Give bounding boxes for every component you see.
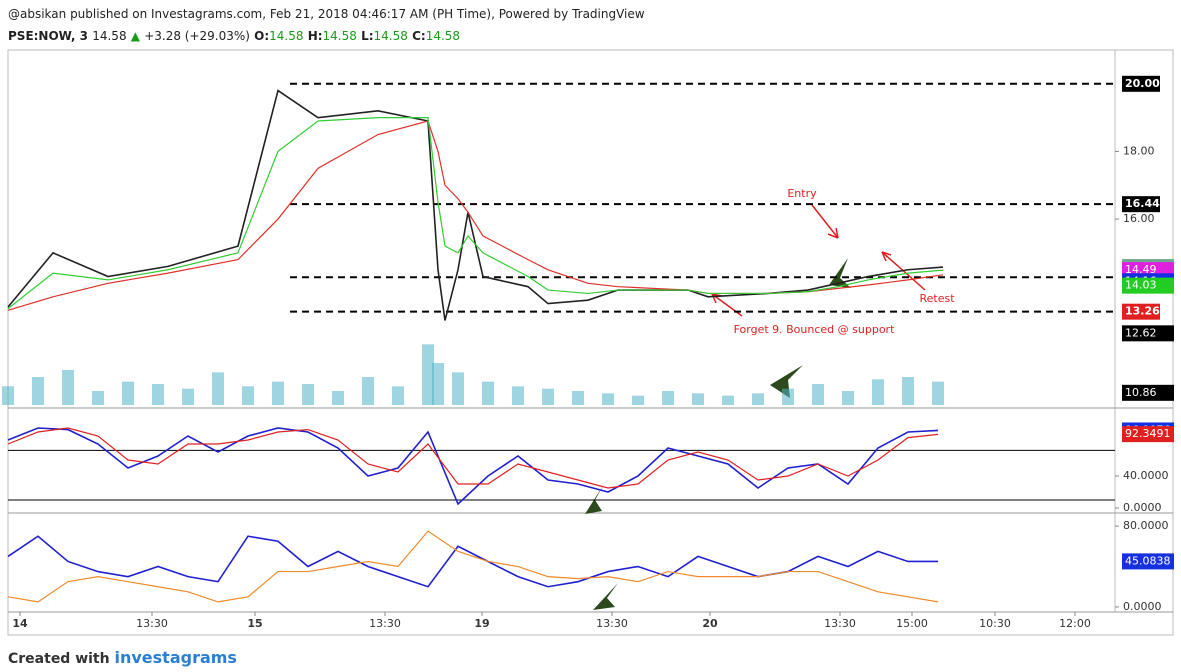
volume-bar	[92, 391, 104, 405]
volume-bar	[662, 391, 674, 405]
volume-bar	[542, 388, 554, 405]
volume-bar	[872, 379, 884, 405]
volume-bar	[2, 386, 14, 405]
series-line	[7, 120, 944, 311]
publish-info: @absikan published on Investagrams.com, …	[8, 7, 645, 21]
price-tag	[1122, 277, 1174, 294]
chart: 18.0016.006.0020.0016.4414.2813.2614.581…	[2, 49, 1174, 636]
price-tag-label: 14.03	[1125, 279, 1157, 292]
volume-bar	[812, 384, 824, 405]
volume-bar	[432, 363, 444, 405]
footer-text: Created with	[8, 651, 110, 667]
footer: Created with investagrams	[8, 648, 237, 667]
level-tag	[1122, 196, 1160, 213]
y-tick-label: 0.0000	[1123, 501, 1162, 514]
open: 14.58	[269, 29, 304, 43]
volume-bar	[422, 344, 434, 405]
volume-bar	[392, 386, 404, 405]
price-tag	[1122, 426, 1174, 443]
low: 14.58	[373, 29, 408, 43]
volume-bar	[482, 381, 494, 405]
series-line	[7, 427, 939, 489]
x-tick-label: 14	[12, 617, 28, 630]
x-tick-label: 12:00	[1059, 617, 1091, 630]
level-label: 20.00	[1125, 77, 1160, 90]
frame	[7, 49, 1174, 636]
volume-bar	[692, 393, 704, 405]
y-tick-label: 18.00	[1123, 144, 1155, 157]
volume-bar	[602, 393, 614, 405]
volume-bar	[752, 393, 764, 405]
price-tag-label: 92.3491	[1125, 427, 1171, 440]
last-price: 14.58	[92, 29, 127, 43]
x-tick-label: 15:00	[896, 617, 928, 630]
price-tag	[1122, 384, 1174, 401]
brand: investagrams	[114, 648, 237, 667]
high-label: H:	[307, 29, 323, 43]
annotation: Forget 9. Bounced @ support	[734, 323, 895, 336]
volume-bar	[272, 381, 284, 405]
volume-bar	[902, 377, 914, 405]
level-label: 13.26	[1125, 305, 1160, 318]
symbol: PSE:NOW, 3	[8, 29, 89, 43]
volume-bar	[932, 381, 944, 405]
series-line	[7, 530, 939, 603]
x-tick-label: 13:30	[136, 617, 168, 630]
arrows	[711, 204, 926, 317]
level-tag	[1122, 75, 1160, 92]
y-tick-label: 16.00	[1123, 212, 1155, 225]
volume-bar	[212, 372, 224, 405]
level-label: 16.44	[1125, 197, 1160, 210]
pointer-icons	[585, 258, 851, 610]
low-label: L:	[361, 29, 374, 43]
x-tick-label: 10:30	[979, 617, 1011, 630]
x-tick-label: 13:30	[824, 617, 856, 630]
series-line	[7, 535, 938, 588]
volume-bar	[152, 384, 164, 405]
volume-bar	[62, 370, 74, 405]
volume-bar	[722, 395, 734, 405]
series-line	[7, 117, 944, 310]
x-tick-label: 13:30	[596, 617, 628, 630]
y-tick-label: 0.0000	[1123, 600, 1162, 613]
x-tick-label: 20	[702, 617, 718, 630]
y-tick-label: 80.0000	[1123, 519, 1169, 532]
price-tag-label: 45.0838	[1125, 554, 1171, 567]
volume-bar	[842, 391, 854, 405]
x-tick-label: 13:30	[369, 617, 401, 630]
price-tag-label: 10.86	[1125, 386, 1157, 399]
open-label: O:	[254, 29, 270, 43]
volume-bar	[572, 391, 584, 405]
price-tag-label: 14.49	[1125, 263, 1157, 276]
volume-bar	[512, 386, 524, 405]
x-tick-label: 19	[474, 617, 489, 630]
volume-bar	[782, 388, 794, 405]
close: 14.58	[425, 29, 461, 43]
annotation: Retest	[919, 292, 955, 305]
volume-bar	[362, 377, 374, 405]
volume-bar	[182, 388, 194, 405]
series-line	[7, 89, 944, 321]
y-tick-label: 40.0000	[1123, 469, 1169, 482]
high: 14.58	[322, 29, 357, 43]
volume-bar	[302, 384, 314, 405]
ohlc-bar: PSE:NOW, 3 14.58 ▲ +3.28 (+29.03%) O:14.…	[8, 29, 460, 43]
price-tag	[1122, 553, 1174, 570]
level-tag	[1122, 303, 1160, 320]
volume-bar	[632, 395, 644, 405]
change: +3.28 (+29.03%)	[144, 29, 250, 43]
price-tag	[1122, 325, 1174, 342]
volume-bar	[32, 377, 44, 405]
annotation: Entry	[787, 187, 817, 200]
volume-bar	[332, 391, 344, 405]
price-tag-label: 12.62	[1125, 326, 1157, 339]
volume-bar	[122, 381, 134, 405]
volume-bar	[452, 372, 464, 405]
x-tick-label: 15	[247, 617, 262, 630]
volume-bar	[242, 386, 254, 405]
up-icon: ▲	[130, 29, 140, 43]
series-line	[7, 427, 939, 506]
close-label: C:	[412, 29, 426, 43]
